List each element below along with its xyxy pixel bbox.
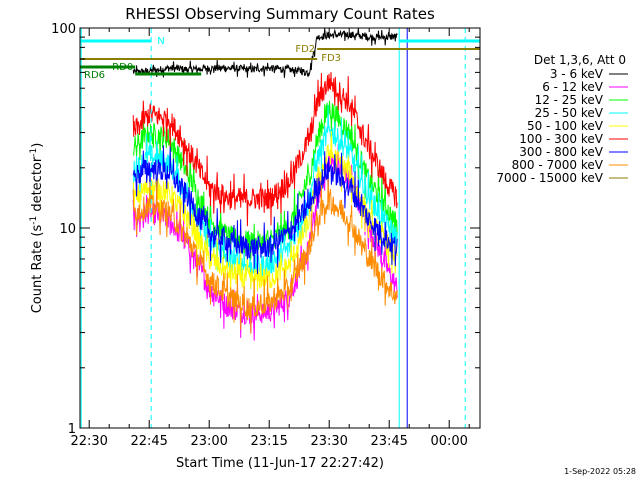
series-line-0 xyxy=(132,28,398,78)
x-tick-label-3: 23:15 xyxy=(250,434,287,449)
y-tick-label-1: 10 xyxy=(59,222,76,237)
y-axis-label-mid: detector xyxy=(30,156,45,216)
y-axis-label-sup2: -1 xyxy=(29,148,39,157)
decimation-label-0: RD0 xyxy=(112,62,133,73)
y-axis-label-main: Count Rate (s xyxy=(30,225,45,314)
legend-label-4: 50 - 100 keV xyxy=(527,119,604,133)
legend-label-5: 100 - 300 keV xyxy=(519,132,603,146)
y-axis-label-sup1: -1 xyxy=(29,216,39,225)
series-line-4 xyxy=(132,131,398,306)
decimation-label-1: RD6 xyxy=(84,70,105,81)
legend-label-8: 7000 - 15000 keV xyxy=(496,171,603,185)
fast-rate-label-1: FD3 xyxy=(321,53,341,64)
fast-rate-label-0: FD2 xyxy=(295,44,315,55)
legend-label-1: 6 - 12 keV xyxy=(542,80,604,94)
y-axis-label-close: ) xyxy=(30,143,45,148)
series-line-5 xyxy=(132,71,398,227)
legend-title: Det 1,3,6, Att 0 xyxy=(534,53,626,67)
x-axis: 22:30 22:45 23:00 23:15 23:30 23:45 00:00 xyxy=(70,28,470,449)
series-line-7 xyxy=(132,178,398,334)
y-tick-label-2: 100 xyxy=(51,22,76,37)
y-axis-label: Count Rate (s-1 detector-1) xyxy=(29,143,45,314)
night-label-0: N xyxy=(157,36,164,47)
x-tick-label-4: 23:30 xyxy=(310,434,347,449)
x-tick-label-6: 00:00 xyxy=(430,434,467,449)
legend-label-3: 25 - 50 keV xyxy=(535,106,604,120)
x-tick-label-2: 23:00 xyxy=(190,434,227,449)
legend-label-0: 3 - 6 keV xyxy=(550,67,604,81)
series-line-6 xyxy=(132,145,398,275)
x-tick-label-1: 22:45 xyxy=(130,434,167,449)
legend-label-7: 800 - 7000 keV xyxy=(512,158,604,172)
chart-title: RHESSI Observing Summary Count Rates xyxy=(125,5,435,23)
x-axis-label: Start Time (11-Jun-17 22:27:42) xyxy=(176,456,384,471)
annotation-layer: N FD2 FD3 RD0 RD6 xyxy=(80,28,480,428)
legend-label-2: 12 - 25 keV xyxy=(535,93,604,107)
x-tick-label-0: 22:30 xyxy=(70,434,107,449)
series-layer xyxy=(132,28,398,341)
x-tick-label-5: 23:45 xyxy=(370,434,407,449)
y-tick-label-0: 1 xyxy=(68,422,76,437)
y-axis: 1 10 100 xyxy=(51,22,480,437)
footer-timestamp: 1-Sep-2022 05:28 xyxy=(564,467,636,476)
legend-label-6: 300 - 800 keV xyxy=(519,145,603,159)
